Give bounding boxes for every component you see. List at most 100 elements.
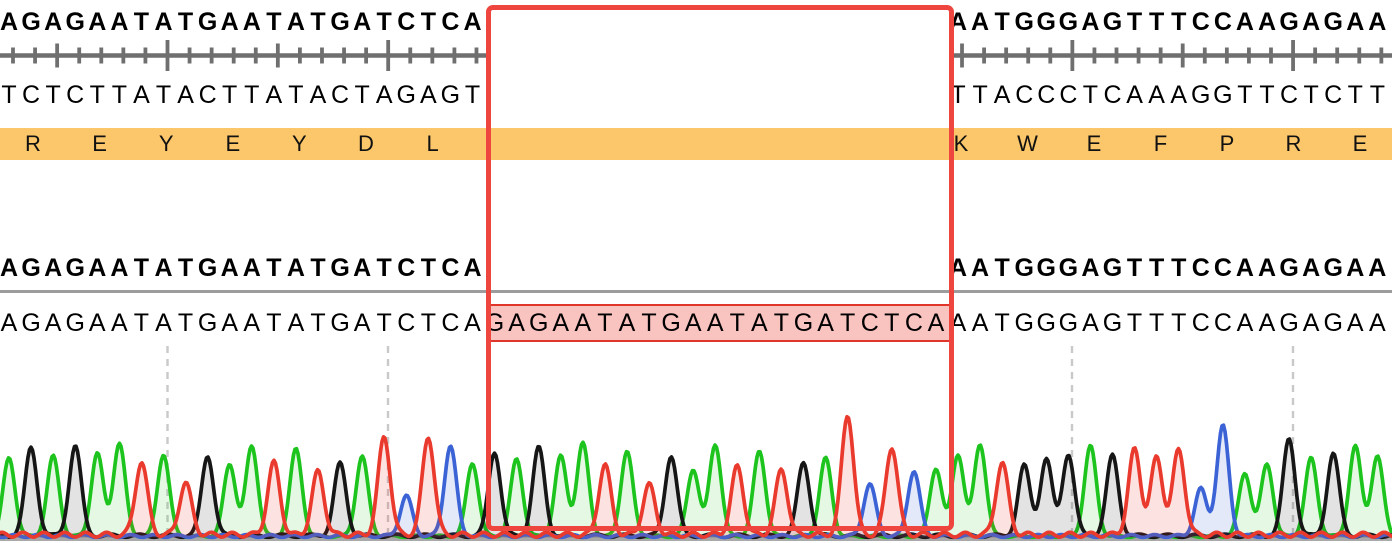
base-letter[interactable]: T	[641, 309, 657, 337]
base-letter[interactable]: G	[1058, 309, 1079, 337]
base-letter[interactable]: T	[840, 309, 856, 337]
base-letter[interactable]: G	[1323, 8, 1343, 36]
base-letter[interactable]: T	[1126, 254, 1143, 282]
amino-acid[interactable]: F	[1153, 131, 1168, 156]
base-letter[interactable]: A	[220, 8, 239, 36]
base-letter[interactable]: A	[552, 309, 570, 337]
base-letter[interactable]: T	[133, 8, 150, 36]
base-letter[interactable]: G	[1058, 8, 1079, 36]
base-letter[interactable]: T	[1082, 81, 1099, 109]
base-letter[interactable]: A	[463, 8, 482, 36]
base-letter[interactable]: G	[197, 8, 218, 36]
base-letter[interactable]: C	[1059, 81, 1078, 109]
base-letter[interactable]: T	[310, 8, 326, 36]
base-letter[interactable]: G	[330, 309, 350, 337]
base-letter[interactable]: A	[1302, 309, 1320, 337]
amino-acid[interactable]: E	[1086, 131, 1102, 156]
amino-acid[interactable]: W	[1017, 131, 1038, 156]
base-letter[interactable]: T	[1369, 81, 1385, 109]
base-letter[interactable]: C	[1037, 81, 1056, 109]
base-letter[interactable]: G	[1323, 254, 1343, 282]
base-letter[interactable]: G	[1102, 8, 1123, 36]
base-letter[interactable]: A	[508, 309, 525, 337]
base-letter[interactable]: T	[111, 81, 127, 109]
base-letter[interactable]: G	[1014, 8, 1034, 36]
base-letter[interactable]: A	[242, 254, 261, 282]
base-letter[interactable]: T	[1303, 81, 1319, 109]
base-letter[interactable]: T	[266, 309, 282, 337]
base-letter[interactable]: T	[1148, 309, 1165, 337]
base-letter[interactable]: A	[618, 309, 636, 337]
amino-acid[interactable]: P	[1219, 131, 1235, 156]
base-letter[interactable]: A	[1346, 254, 1365, 282]
base-letter[interactable]: A	[971, 254, 990, 282]
base-letter[interactable]: G	[1102, 309, 1123, 337]
base-letter[interactable]: A	[286, 8, 305, 36]
base-letter[interactable]: A	[574, 309, 592, 337]
base-letter[interactable]: T	[354, 81, 370, 109]
base-letter[interactable]: A	[1082, 309, 1099, 337]
base-letter[interactable]: A	[1346, 309, 1364, 337]
amino-acid[interactable]: D	[358, 131, 374, 156]
base-letter[interactable]: G	[197, 309, 218, 337]
base-letter[interactable]: A	[44, 309, 62, 337]
base-letter[interactable]: G	[21, 254, 41, 282]
base-letter[interactable]: A	[353, 309, 371, 337]
base-letter[interactable]: G	[330, 8, 350, 36]
base-letter[interactable]: G	[1036, 254, 1057, 282]
base-letter[interactable]: A	[353, 8, 372, 36]
base-letter[interactable]: T	[420, 309, 436, 337]
base-letter[interactable]: A	[88, 254, 107, 282]
base-letter[interactable]: A	[309, 81, 327, 109]
base-letter[interactable]: T	[729, 309, 745, 337]
base-letter[interactable]: C	[397, 8, 416, 36]
base-letter[interactable]: A	[971, 309, 989, 337]
base-letter[interactable]: T	[1237, 81, 1253, 109]
base-letter[interactable]: T	[884, 309, 900, 337]
base-letter[interactable]: C	[331, 81, 350, 109]
base-letter[interactable]: T	[376, 8, 392, 36]
base-letter[interactable]: C	[1324, 81, 1343, 109]
amino-acid[interactable]: K	[953, 131, 969, 156]
base-letter[interactable]: A	[971, 8, 990, 36]
base-letter[interactable]: C	[860, 309, 879, 337]
base-letter[interactable]: T	[773, 309, 790, 337]
base-letter[interactable]: G	[1279, 254, 1299, 282]
base-letter[interactable]: G	[1036, 309, 1057, 337]
base-letter[interactable]: A	[220, 254, 239, 282]
base-letter[interactable]: A	[133, 81, 150, 109]
base-letter[interactable]: T	[177, 8, 194, 36]
base-letter[interactable]: G	[65, 254, 85, 282]
base-letter[interactable]: T	[133, 254, 150, 282]
insertion-feature-box[interactable]	[485, 5, 954, 531]
base-letter[interactable]: T	[1, 81, 17, 109]
base-letter[interactable]: A	[111, 309, 128, 337]
base-letter[interactable]: G	[1323, 309, 1343, 337]
base-letter[interactable]: T	[376, 309, 392, 337]
base-letter[interactable]: C	[1213, 309, 1232, 337]
base-letter[interactable]: T	[222, 81, 238, 109]
base-letter[interactable]: G	[330, 254, 350, 282]
base-letter[interactable]: T	[1347, 81, 1363, 109]
base-letter[interactable]: A	[221, 309, 239, 337]
base-letter[interactable]: A	[287, 309, 305, 337]
base-letter[interactable]: G	[793, 309, 814, 337]
base-letter[interactable]: A	[0, 254, 19, 282]
base-letter[interactable]: A	[154, 254, 173, 282]
base-letter[interactable]: T	[994, 8, 1010, 36]
base-letter[interactable]: G	[528, 309, 549, 337]
base-letter[interactable]: A	[464, 309, 481, 337]
base-letter[interactable]: A	[242, 8, 261, 36]
base-letter[interactable]: T	[1126, 309, 1143, 337]
base-letter[interactable]: A	[0, 309, 18, 337]
base-letter[interactable]: A	[286, 254, 305, 282]
base-letter[interactable]: A	[927, 309, 945, 337]
base-letter[interactable]: T	[288, 81, 304, 109]
base-letter[interactable]: A	[1368, 309, 1386, 337]
amino-acid[interactable]: Y	[158, 131, 174, 156]
base-letter[interactable]: A	[154, 8, 173, 36]
base-letter[interactable]: A	[993, 81, 1011, 109]
base-letter[interactable]: C	[22, 81, 41, 109]
base-letter[interactable]: G	[65, 8, 85, 36]
